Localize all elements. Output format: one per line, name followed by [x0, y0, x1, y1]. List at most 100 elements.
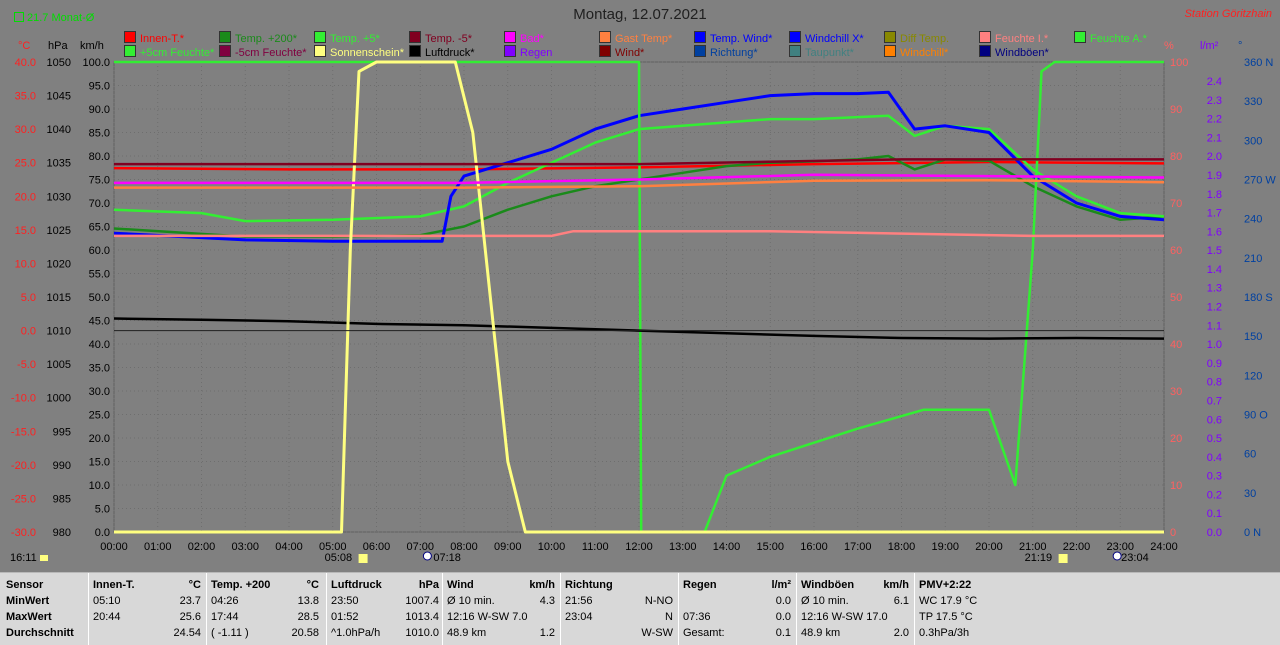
legend-label: Taupunkt*	[805, 47, 854, 59]
hpa-tick-label: 1000	[47, 393, 71, 405]
legend-swatch	[504, 31, 516, 43]
legend-item[interactable]: Windchill*	[884, 45, 948, 59]
legend-swatch	[124, 31, 136, 43]
kmh-tick-label: 50.0	[89, 292, 110, 304]
stats-column-header: Luftdruck	[331, 579, 382, 591]
rain-tick-label: 1.4	[1207, 264, 1222, 276]
legend-item[interactable]: Feuchte I.*	[979, 31, 1048, 45]
legend-item[interactable]: Bad*	[504, 31, 544, 45]
legend-label: +5cm Feuchte*	[140, 47, 215, 59]
legend-item[interactable]: Gast Temp*	[599, 31, 672, 45]
legend-swatch	[599, 45, 611, 57]
legend-item[interactable]: Taupunkt*	[789, 45, 854, 59]
dir-tick-label: 0 N	[1244, 527, 1261, 539]
temp-tick-label: 20.0	[15, 191, 36, 203]
legend-swatch	[694, 31, 706, 43]
stats-column-header: Richtung	[565, 579, 613, 591]
stats-value: 0.0	[775, 595, 791, 607]
time-tick-label: 19:00	[931, 541, 959, 553]
legend-swatch	[314, 31, 326, 43]
rain-tick-label: 2.3	[1207, 95, 1222, 107]
stats-value: N-NO	[644, 595, 673, 607]
series-line	[114, 178, 1165, 189]
month-average: 21.7 Monat-Ø	[14, 12, 94, 24]
stats-value: 20.58	[291, 627, 319, 639]
kmh-tick-label: 30.0	[89, 386, 110, 398]
kmh-tick-label: 100.0	[82, 57, 110, 69]
pct-tick-label: 10	[1170, 480, 1182, 492]
rain-tick-label: 0.6	[1207, 414, 1222, 426]
legend-item[interactable]: Temp. +5*	[314, 31, 380, 45]
time-tick-label: 17:00	[844, 541, 872, 553]
stats-column-header: Wind	[447, 579, 474, 591]
temp-tick-label: -15.0	[11, 426, 36, 438]
legend-item[interactable]: Temp. +200*	[219, 31, 297, 45]
stats-value: 24.54	[173, 627, 201, 639]
time-tick-label: 10:00	[538, 541, 566, 553]
kmh-tick-label: 35.0	[89, 363, 110, 375]
series-line	[113, 154, 1165, 238]
temp-tick-label: -25.0	[11, 493, 36, 505]
pct-tick-label: 50	[1170, 292, 1182, 304]
legend-item[interactable]: Sonnenschein*	[314, 45, 404, 59]
legend-label: Wind*	[615, 47, 645, 59]
kmh-tick-label: 75.0	[89, 175, 110, 187]
stats-column-header: Innen-T.	[93, 579, 135, 591]
legend-item[interactable]: Richtung*	[694, 45, 758, 59]
legend-item[interactable]: Luftdruck*	[409, 45, 475, 59]
kmh-tick-label: 15.0	[89, 457, 110, 469]
legend-item[interactable]: Wind*	[599, 45, 644, 59]
temp-tick-label: 15.0	[15, 225, 36, 237]
legend-item[interactable]: Temp. -5*	[409, 31, 472, 45]
legend-item[interactable]: Windchill X*	[789, 31, 864, 45]
time-tick-label: 03:00	[231, 541, 259, 553]
kmh-tick-label: 20.0	[89, 433, 110, 445]
stats-column: Regen l/m² 0.0 07:36 0.0 Gesamt: 0.1	[678, 573, 797, 645]
temp-tick-label: -30.0	[11, 527, 36, 539]
temp-tick-label: -10.0	[11, 393, 36, 405]
temp-tick-label: 0.0	[21, 326, 36, 338]
legend-item[interactable]: Regen	[504, 45, 552, 59]
unit-rain: l/m²	[1200, 40, 1219, 52]
legend-item[interactable]: Feuchte A.*	[1074, 31, 1147, 45]
stats-column: Luftdruck hPa 23:50 1007.4 01:52 1013.4 ^1.0hP…	[326, 573, 445, 645]
stats-value: 1.2	[539, 627, 555, 639]
stats-column-unit: km/h	[883, 579, 909, 591]
legend-swatch	[979, 45, 991, 57]
stats-value: 2.0	[893, 627, 909, 639]
stats-cell: 07:36	[683, 611, 711, 623]
kmh-tick-label: 10.0	[89, 480, 110, 492]
stats-cell: TP 17.5 °C	[919, 611, 973, 623]
series-line	[113, 90, 1165, 243]
legend-item[interactable]: Innen-T.*	[124, 31, 184, 45]
checkbox-icon[interactable]	[14, 12, 24, 22]
stats-value: 25.6	[179, 611, 201, 623]
legend-item[interactable]: +5cm Feuchte*	[124, 45, 214, 59]
rain-tick-label: 1.7	[1207, 208, 1222, 220]
chart-title: Montag, 12.07.2021	[573, 6, 707, 23]
dir-tick-label: 180 S	[1244, 292, 1273, 304]
rain-tick-label: 2.1	[1207, 132, 1222, 144]
temp-tick-label: 30.0	[15, 124, 36, 136]
legend-swatch	[314, 45, 326, 57]
hpa-tick-label: 1030	[47, 191, 71, 203]
stats-value: 4.3	[539, 595, 555, 607]
stats-cell: 23:04	[565, 611, 593, 623]
legend-label: Richtung*	[710, 47, 758, 59]
hpa-tick-label: 990	[53, 460, 71, 472]
legend-item[interactable]: Temp. Wind*	[694, 31, 772, 45]
legend-item[interactable]: Diff Temp.	[884, 31, 949, 45]
dir-tick-label: 330	[1244, 96, 1262, 108]
stats-column-unit: °C	[306, 579, 319, 591]
time-tick-label: 00:00	[100, 541, 128, 553]
legend-item[interactable]: -5cm Feuchte*	[219, 45, 307, 59]
sunset-label: 21:19	[1025, 552, 1053, 564]
legend-swatch	[219, 45, 231, 57]
legend-item[interactable]: Windböen*	[979, 45, 1049, 59]
kmh-tick-label: 55.0	[89, 269, 110, 281]
stats-column-unit: l/m²	[771, 579, 791, 591]
legend-label: Gast Temp*	[615, 33, 673, 45]
kmh-tick-label: 65.0	[89, 222, 110, 234]
temp-tick-label: 35.0	[15, 91, 36, 103]
stats-column-unit: hPa	[418, 579, 439, 591]
